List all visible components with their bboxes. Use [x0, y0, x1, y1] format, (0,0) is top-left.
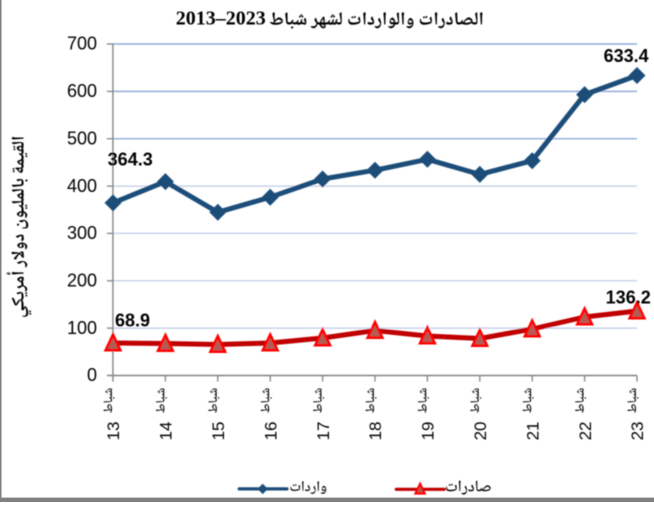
svg-text:18: 18	[366, 421, 385, 440]
svg-text:19: 19	[419, 421, 438, 440]
svg-text:364.3: 364.3	[108, 149, 153, 169]
svg-text:20: 20	[471, 421, 490, 440]
svg-text:23: 23	[628, 421, 647, 440]
svg-text:14: 14	[157, 421, 176, 440]
svg-text:400: 400	[67, 176, 97, 196]
svg-text:0: 0	[87, 365, 97, 385]
svg-text:22: 22	[576, 421, 595, 440]
svg-text:17: 17	[314, 421, 333, 440]
svg-text:500: 500	[67, 128, 97, 148]
svg-text:15: 15	[209, 421, 228, 440]
svg-text:13: 13	[104, 421, 123, 440]
svg-text:16: 16	[261, 421, 280, 440]
svg-text:136.2: 136.2	[606, 287, 651, 307]
svg-text:100: 100	[67, 318, 97, 338]
svg-text:21: 21	[523, 421, 542, 440]
svg-text:68.9: 68.9	[115, 310, 150, 330]
svg-text:633.4: 633.4	[604, 46, 649, 66]
svg-text:600: 600	[67, 81, 97, 101]
svg-text:200: 200	[67, 271, 97, 291]
svg-text:300: 300	[67, 223, 97, 243]
svg-text:2013–2023: 2013–2023	[176, 8, 266, 30]
svg-text:700: 700	[67, 34, 97, 54]
